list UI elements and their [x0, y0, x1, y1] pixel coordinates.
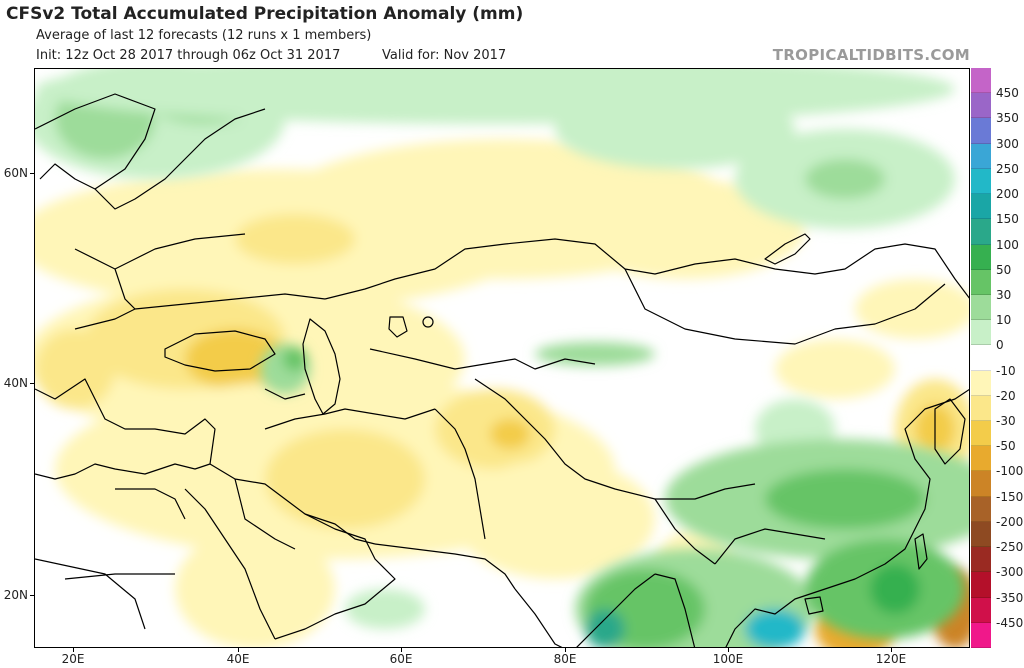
colorbar-segment [971, 320, 991, 346]
colorbar-segment [971, 572, 991, 598]
lon-tick [728, 648, 729, 652]
colorbar-label: 200 [996, 187, 1019, 202]
colorbar-label: 100 [996, 237, 1019, 252]
lon-tick [565, 648, 566, 652]
colorbar-label: 150 [996, 212, 1019, 227]
colorbar-label: -20 [996, 388, 1016, 403]
colorbar-segment [971, 471, 991, 497]
colorbar-segment [971, 168, 991, 195]
colorbar-segment [971, 269, 991, 295]
wet-anomaly-shading [35, 69, 969, 647]
coastlines-borders [35, 93, 969, 647]
dry-anomaly-shading [35, 139, 969, 647]
colorbar-label: -150 [996, 489, 1024, 504]
colorbar [971, 68, 991, 648]
lat-tick [30, 595, 34, 596]
lon-label-100e: 100E [712, 652, 744, 666]
colorbar-segment [971, 68, 991, 94]
colorbar-segment [971, 597, 991, 623]
colorbar-label: -300 [996, 565, 1024, 580]
lat-label-20n: 20N [3, 588, 28, 602]
brand-watermark: TROPICALTIDBITS.COM [772, 46, 970, 64]
colorbar-segment [971, 244, 991, 270]
colorbar-segment [971, 622, 991, 648]
colorbar-segment [971, 345, 991, 371]
lat-tick [30, 173, 34, 174]
colorbar-segment [971, 521, 991, 548]
colorbar-segment [971, 118, 991, 144]
lat-tick [30, 383, 34, 384]
colorbar-label: 50 [996, 262, 1012, 277]
colorbar-label: -350 [996, 590, 1024, 605]
lat-label-60n: 60N [3, 166, 28, 180]
colorbar-label: 450 [996, 86, 1019, 101]
colorbar-label: 10 [996, 313, 1012, 328]
lon-label-120e: 120E [875, 652, 907, 666]
init-time: Init: 12z Oct 28 2017 through 06z Oct 31… [36, 48, 341, 63]
chart-title: CFSv2 Total Accumulated Precipitation An… [6, 4, 524, 24]
colorbar-segment [971, 294, 991, 321]
colorbar-segment [971, 547, 991, 573]
colorbar-label: -200 [996, 514, 1024, 529]
colorbar-label: -30 [996, 414, 1016, 429]
colorbar-segment [971, 446, 991, 472]
colorbar-label: 300 [996, 136, 1019, 151]
colorbar-label: -450 [996, 615, 1024, 630]
colorbar-segment [971, 395, 991, 422]
lon-label-40e: 40E [226, 652, 250, 666]
colorbar-label: -250 [996, 540, 1024, 555]
colorbar-segment [971, 143, 991, 169]
lon-label-60e: 60E [389, 652, 413, 666]
colorbar-segment [971, 194, 991, 220]
lon-tick [238, 648, 239, 652]
lat-label-40n: 40N [3, 376, 28, 390]
valid-time: Valid for: Nov 2017 [382, 48, 507, 63]
colorbar-label: 30 [996, 287, 1012, 302]
colorbar-label: 0 [996, 338, 1004, 353]
lon-tick [73, 648, 74, 652]
lon-label-80e: 80E [553, 652, 577, 666]
colorbar-segment [971, 496, 991, 522]
colorbar-segment [971, 370, 991, 396]
colorbar-label: -50 [996, 439, 1016, 454]
colorbar-segment [971, 219, 991, 245]
lon-tick [891, 648, 892, 652]
subtitle-members: Average of last 12 forecasts (12 runs x … [36, 28, 372, 43]
lon-label-20e: 20E [61, 652, 85, 666]
colorbar-segment [971, 93, 991, 119]
precip-anomaly-map [34, 68, 970, 648]
colorbar-segment [971, 421, 991, 447]
lon-tick [401, 648, 402, 652]
colorbar-label: 350 [996, 111, 1019, 126]
colorbar-label: 250 [996, 161, 1019, 176]
colorbar-label: -100 [996, 464, 1024, 479]
colorbar-label: -10 [996, 363, 1016, 378]
